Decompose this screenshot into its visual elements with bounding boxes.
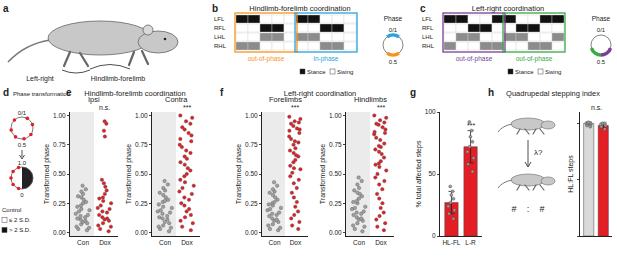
svg-text:0.50: 0.50: [245, 170, 258, 177]
svg-text:0/1: 0/1: [597, 27, 606, 33]
svg-text:Transformed phase: Transformed phase: [125, 144, 133, 205]
svg-text:0.75: 0.75: [135, 141, 148, 148]
svg-text:RHL: RHL: [214, 43, 227, 49]
svg-text:0.50: 0.50: [329, 170, 342, 177]
svg-text:Phase: Phase: [384, 15, 403, 22]
svg-text:Con: Con: [353, 239, 365, 246]
svg-text:0: 0: [432, 232, 436, 239]
svg-text:Dox: Dox: [375, 239, 387, 246]
svg-text:Con: Con: [77, 239, 89, 246]
svg-text:LFL: LFL: [422, 16, 433, 22]
svg-text:1.00: 1.00: [53, 112, 66, 119]
svg-text:Swing: Swing: [337, 69, 353, 75]
svg-text:0.5: 0.5: [597, 59, 606, 65]
svg-text:0.25: 0.25: [53, 200, 66, 207]
svg-text:HL-FL: HL-FL: [442, 239, 460, 246]
svg-text:0.75: 0.75: [245, 141, 258, 148]
svg-text:n.s.: n.s.: [99, 104, 110, 111]
svg-text:50: 50: [428, 170, 436, 177]
svg-text:Con: Con: [269, 239, 281, 246]
svg-text:Hindlimb-forelimb coordination: Hindlimb-forelimb coordination: [249, 4, 350, 13]
svg-text:RFL: RFL: [422, 25, 434, 31]
svg-text:***: ***: [183, 104, 191, 111]
svg-text:Hindlimb-forelimb coordination: Hindlimb-forelimb coordination: [84, 89, 185, 98]
svg-text:1.0: 1.0: [18, 160, 27, 166]
svg-text:Swing: Swing: [545, 69, 561, 75]
svg-text:> 2 S.D.: > 2 S.D.: [9, 227, 31, 233]
svg-text:0.25: 0.25: [135, 200, 148, 207]
svg-text:% total affected steps: % total affected steps: [415, 140, 423, 207]
svg-text:0.25: 0.25: [245, 200, 258, 207]
svg-text:Contra: Contra: [165, 95, 188, 104]
svg-text:Hindlimb-forelimb: Hindlimb-forelimb: [91, 75, 146, 82]
svg-text:LHL: LHL: [214, 34, 226, 40]
svg-text:0/1: 0/1: [389, 27, 398, 33]
svg-text:0.50: 0.50: [135, 170, 148, 177]
svg-text:0.75: 0.75: [53, 141, 66, 148]
svg-text:1.00: 1.00: [329, 112, 342, 119]
svg-text:100: 100: [425, 108, 436, 115]
svg-text:HL:FL steps: HL:FL steps: [567, 155, 575, 193]
svg-text:Stance: Stance: [307, 69, 326, 75]
svg-text:Hindlimbs: Hindlimbs: [354, 95, 387, 104]
svg-text:LFL: LFL: [214, 16, 225, 22]
svg-text:a: a: [3, 3, 9, 14]
svg-text:0/1: 0/1: [18, 110, 27, 116]
svg-text:Transformed phase: Transformed phase: [319, 144, 327, 205]
svg-text:LHL: LHL: [422, 34, 434, 40]
svg-text:0.5: 0.5: [18, 142, 27, 148]
svg-text:Dox: Dox: [181, 239, 193, 246]
svg-text:0.25: 0.25: [329, 200, 342, 207]
svg-text:c: c: [420, 3, 426, 14]
svg-text:b: b: [212, 3, 218, 14]
svg-text:Transformed phase: Transformed phase: [235, 144, 243, 205]
svg-text:Left-right coordination: Left-right coordination: [284, 89, 357, 98]
svg-text:Dox: Dox: [290, 239, 302, 246]
svg-text:Dox: Dox: [99, 239, 111, 246]
svg-text:n.s.: n.s.: [591, 104, 602, 111]
svg-text:#: #: [511, 204, 516, 214]
svg-text:RHL: RHL: [422, 43, 435, 49]
svg-text:0.50: 0.50: [53, 170, 66, 177]
svg-text:***: ***: [377, 104, 385, 111]
svg-text:Phase: Phase: [592, 15, 611, 22]
svg-text:Ipsi: Ipsi: [88, 95, 100, 104]
svg-text:Quadrupedal stepping index: Quadrupedal stepping index: [506, 89, 600, 98]
svg-text:***: ***: [291, 104, 299, 111]
svg-text:L-R: L-R: [465, 239, 476, 246]
svg-text:0.00: 0.00: [53, 229, 66, 236]
svg-text:Left-right: Left-right: [26, 75, 54, 83]
svg-text:0: 0: [20, 192, 24, 198]
svg-text:0.75: 0.75: [329, 141, 342, 148]
svg-text:1.00: 1.00: [245, 112, 258, 119]
svg-text:Con: Con: [159, 239, 171, 246]
svg-text:g: g: [410, 87, 416, 98]
svg-text:RFL: RFL: [214, 25, 226, 31]
svg-text:Control: Control: [2, 207, 21, 213]
svg-text:Phase transformation: Phase transformation: [13, 91, 70, 97]
svg-text:≤ 2 S.D.: ≤ 2 S.D.: [9, 217, 31, 223]
svg-text:Left-right coordination: Left-right coordination: [472, 4, 545, 13]
svg-text:d: d: [3, 87, 9, 98]
svg-text::: :: [527, 204, 530, 214]
svg-text:in-phase: in-phase: [314, 55, 339, 63]
svg-text:out-of-phase: out-of-phase: [456, 55, 493, 63]
svg-text:h: h: [488, 87, 494, 98]
svg-text:0.5: 0.5: [389, 59, 398, 65]
svg-text:1.00: 1.00: [135, 112, 148, 119]
svg-text:0.00: 0.00: [329, 229, 342, 236]
svg-text:λ?: λ?: [534, 148, 543, 157]
svg-text:#: #: [539, 204, 544, 214]
svg-text:Forelimbs: Forelimbs: [269, 95, 302, 104]
svg-text:0.00: 0.00: [245, 229, 258, 236]
svg-text:Transformed phase: Transformed phase: [43, 144, 51, 205]
svg-text:0.00: 0.00: [135, 229, 148, 236]
svg-text:Stance: Stance: [515, 69, 534, 75]
svg-text:***: ***: [467, 122, 475, 129]
svg-text:out-of-phase: out-of-phase: [248, 55, 285, 63]
svg-text:f: f: [220, 87, 224, 98]
svg-text:out-of-phase: out-of-phase: [516, 55, 553, 63]
svg-text:e: e: [66, 87, 72, 98]
